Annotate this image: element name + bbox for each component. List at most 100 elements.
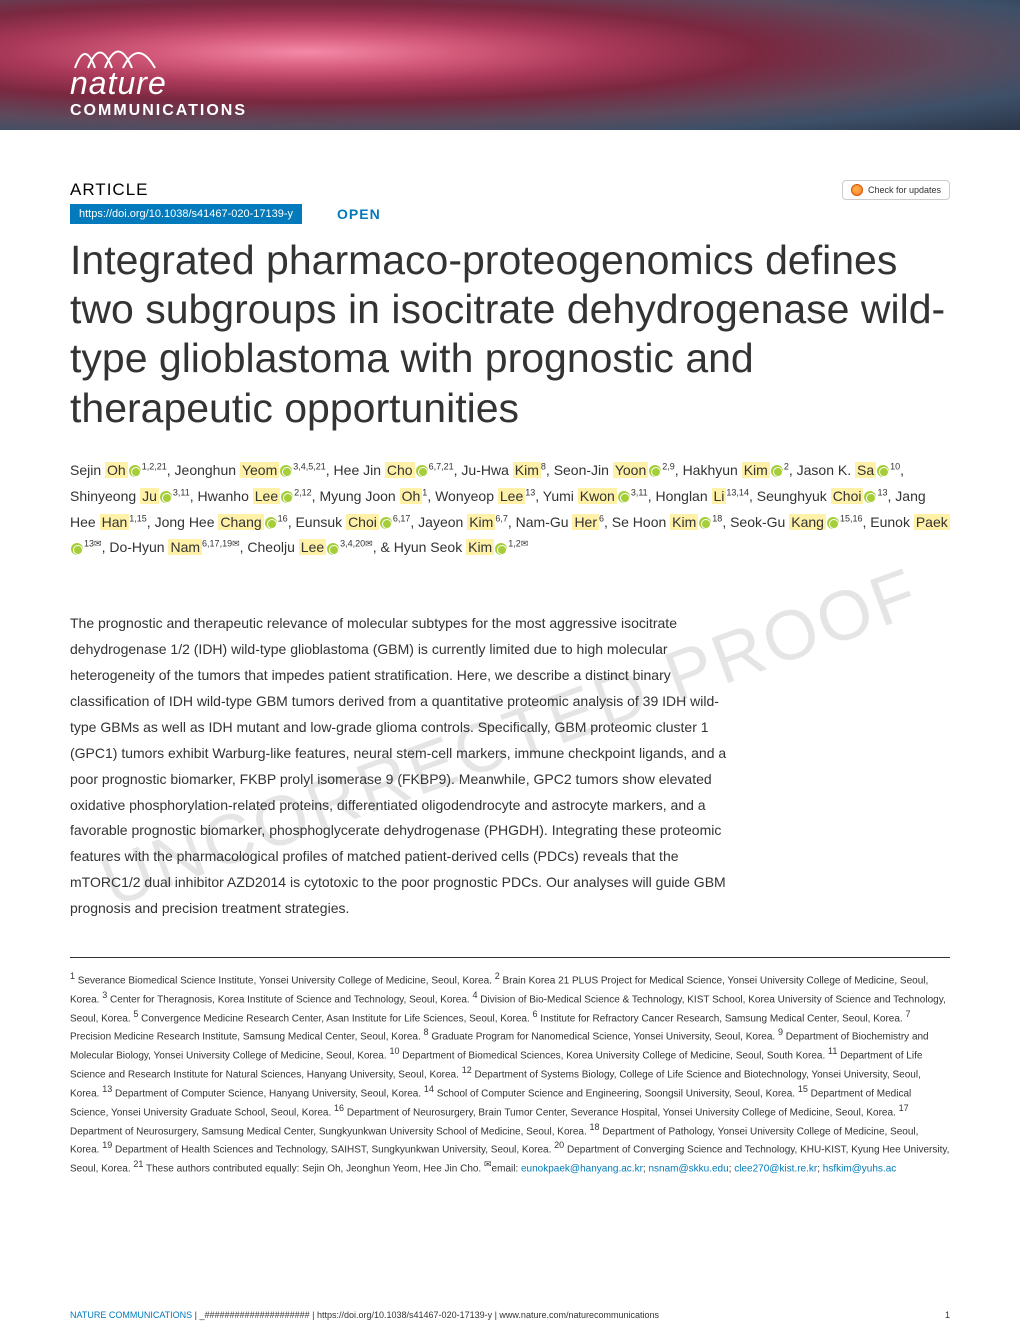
affil-sup: 21 xyxy=(133,1159,143,1169)
author-affil-sup: 3,11 xyxy=(631,487,648,497)
affil-text: Department of Neurosurgery, Brain Tumor … xyxy=(347,1107,899,1118)
article-title: Integrated pharmaco-proteogenomics defin… xyxy=(70,236,950,433)
affil-sup: 13 xyxy=(102,1084,112,1094)
author-first: Wonyeop xyxy=(435,488,498,504)
corresponding-email-link[interactable]: nsnam@skku.edu xyxy=(648,1164,728,1175)
affil-text: Institute for Refractory Cancer Research… xyxy=(540,1013,905,1024)
doi-row: https://doi.org/10.1038/s41467-020-17139… xyxy=(70,204,950,224)
affil-sup: 8 xyxy=(424,1027,429,1037)
author-affil-sup: 6,7,21 xyxy=(429,461,454,471)
author-last: Kim xyxy=(467,514,495,530)
author-first: Seok-Gu xyxy=(730,514,789,530)
orcid-icon[interactable] xyxy=(129,465,141,477)
author-first: Honglan xyxy=(655,488,711,504)
author-last: Lee xyxy=(299,539,326,555)
affil-sup: 4 xyxy=(473,990,478,1000)
author-last: Kwon xyxy=(578,488,617,504)
author-first: Myung Joon xyxy=(319,488,399,504)
author-first: Seon-Jin xyxy=(554,462,613,478)
author-last: Nam xyxy=(168,539,202,555)
affil-text: These authors contributed equally: Sejin… xyxy=(146,1164,484,1175)
author-last: Yoon xyxy=(613,462,648,478)
author-affil-sup: 3,11 xyxy=(173,487,190,497)
author-last: Chang xyxy=(218,514,263,530)
author-affil-sup: 6,17,19✉ xyxy=(202,539,240,549)
author-first: Jason K. xyxy=(797,462,855,478)
orcid-icon[interactable] xyxy=(71,543,83,555)
author-first: Cheolju xyxy=(247,539,298,555)
author-affil-sup: 2,9 xyxy=(662,461,675,471)
abstract-text: The prognostic and therapeutic relevance… xyxy=(70,611,739,922)
affil-sup: 7 xyxy=(905,1009,910,1019)
orcid-icon[interactable] xyxy=(327,543,339,555)
orcid-icon[interactable] xyxy=(827,517,839,529)
orcid-icon[interactable] xyxy=(416,465,428,477)
affil-sup: 16 xyxy=(334,1103,344,1113)
author-first: Eunok xyxy=(870,514,914,530)
author-first: Shinyeong xyxy=(70,488,140,504)
author-first: Nam-Gu xyxy=(516,514,573,530)
corresponding-email-link[interactable]: clee270@kist.re.kr xyxy=(734,1164,817,1175)
check-updates-button[interactable]: Check for updates xyxy=(842,180,950,200)
author-affil-sup: 13 xyxy=(877,487,887,497)
author-first: Do-Hyun xyxy=(109,539,168,555)
author-first: Jeonghun xyxy=(175,462,240,478)
orcid-icon[interactable] xyxy=(265,517,277,529)
page-number: 1 xyxy=(945,1310,950,1320)
author-last: Yeom xyxy=(240,462,279,478)
orcid-icon[interactable] xyxy=(380,517,392,529)
affil-sup: 1 xyxy=(70,971,75,981)
affil-text: Severance Biomedical Science Institute, … xyxy=(78,975,495,986)
author-last: Choi xyxy=(346,514,379,530)
affil-sup: 17 xyxy=(899,1103,909,1113)
author-last: Han xyxy=(100,514,130,530)
orcid-icon[interactable] xyxy=(877,465,889,477)
author-affil-sup: 6,17 xyxy=(393,513,411,523)
author-last: Sa xyxy=(855,462,876,478)
affil-sup: 11 xyxy=(828,1046,837,1056)
orcid-icon[interactable] xyxy=(495,543,507,555)
author-last: Kim xyxy=(742,462,770,478)
author-affil-sup: 18 xyxy=(712,513,722,523)
orcid-icon[interactable] xyxy=(281,491,293,503)
author-last: Kim xyxy=(466,539,494,555)
orcid-icon[interactable] xyxy=(864,491,876,503)
author-affil-sup: 2 xyxy=(784,461,789,471)
corresponding-email-link[interactable]: hsfkim@yuhs.ac xyxy=(823,1164,897,1175)
orcid-icon[interactable] xyxy=(699,517,711,529)
journal-logo-arcs-icon xyxy=(70,35,160,70)
orcid-icon[interactable] xyxy=(649,465,661,477)
affil-sup: 15 xyxy=(798,1084,808,1094)
author-affil-sup: 2,12 xyxy=(294,487,312,497)
affil-sup: 6 xyxy=(533,1009,538,1019)
orcid-icon[interactable] xyxy=(280,465,292,477)
orcid-icon[interactable] xyxy=(771,465,783,477)
author-first: Ju-Hwa xyxy=(461,462,512,478)
journal-header-banner: nature COMMUNICATIONS xyxy=(0,0,1020,130)
corresponding-email-link[interactable]: eunokpaek@hanyang.ac.kr xyxy=(521,1164,643,1175)
journal-logo: nature COMMUNICATIONS xyxy=(70,35,247,120)
author-first: Hakhyun xyxy=(683,462,742,478)
author-affil-sup: 1 xyxy=(422,487,427,497)
affil-text: Convergence Medicine Research Center, As… xyxy=(141,1013,532,1024)
open-access-label: OPEN xyxy=(337,206,381,222)
doi-link[interactable]: https://doi.org/10.1038/s41467-020-17139… xyxy=(70,204,302,224)
orcid-icon[interactable] xyxy=(618,491,630,503)
affil-sup: 19 xyxy=(102,1140,112,1150)
author-first: Hee Jin xyxy=(334,462,385,478)
affil-sup: 20 xyxy=(554,1140,564,1150)
page-footer: NATURE COMMUNICATIONS | _###############… xyxy=(70,1310,950,1320)
author-affil-sup: 1,2✉ xyxy=(508,539,528,549)
author-last: Paek xyxy=(914,514,950,530)
author-first: Hyun Seok xyxy=(394,539,466,555)
affil-text: Graduate Program for Nanomedical Science… xyxy=(431,1032,778,1043)
author-last: Choi xyxy=(831,488,864,504)
author-affil-sup: 1,2,21 xyxy=(142,461,167,471)
orcid-icon[interactable] xyxy=(160,491,172,503)
affil-sup: 9 xyxy=(778,1027,783,1037)
author-first: Se Hoon xyxy=(612,514,670,530)
affil-text: Department of Health Sciences and Techno… xyxy=(115,1145,554,1156)
author-affil-sup: 3,4,20✉ xyxy=(340,539,373,549)
author-last: Cho xyxy=(385,462,415,478)
author-last: Kang xyxy=(789,514,826,530)
